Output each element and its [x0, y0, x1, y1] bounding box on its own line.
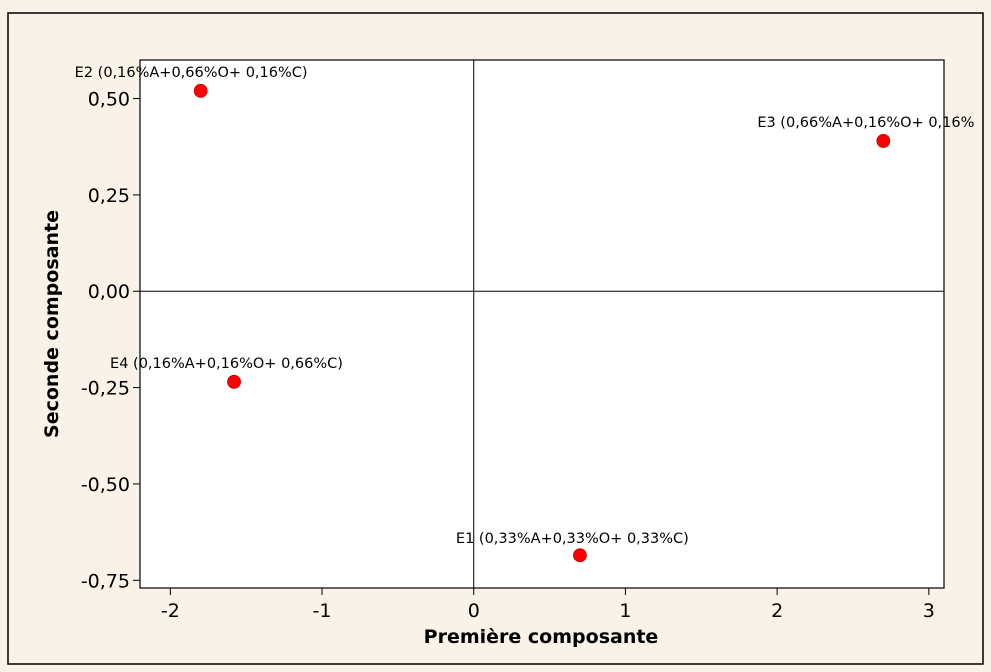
- data-point: [573, 548, 587, 563]
- point-label: E2 (0,16%A+0,66%O+ 0,16%C): [75, 65, 308, 81]
- x-tick-label: -2: [161, 600, 180, 622]
- data-point: [227, 374, 241, 389]
- x-axis-ticks: -2 -1 0 1 2 3: [161, 588, 935, 622]
- x-tick-label: -1: [313, 600, 332, 622]
- x-tick-label: 2: [771, 600, 783, 622]
- y-tick-label: -0,75: [81, 570, 130, 592]
- point-label: E3 (0,66%A+0,16%O+ 0,16%: [757, 115, 974, 131]
- point-label: E1 (0,33%A+0,33%O+ 0,33%C): [456, 531, 689, 547]
- plot-area: [139, 59, 945, 589]
- x-tick-label: 3: [923, 600, 935, 622]
- data-point: [876, 134, 891, 148]
- x-axis-title: Première composante: [424, 626, 659, 648]
- y-axis-title: Seconde composante: [41, 210, 63, 438]
- data-points: E1 (0,33%A+0,33%O+ 0,33%C) E2 (0,16%A+0,6…: [75, 65, 974, 563]
- y-axis-ticks: -0,75 -0,50 -0,25 0,00 0,25 0,50: [81, 89, 140, 592]
- y-tick-label: 0,00: [88, 281, 130, 303]
- point-label: E4 (0,16%A+0,16%O+ 0,66%C): [110, 356, 343, 372]
- data-point: [193, 83, 208, 98]
- figure-border: [7, 12, 984, 665]
- y-tick-label: -0,25: [81, 378, 130, 400]
- x-tick-label: 1: [619, 600, 631, 622]
- y-tick-label: -0,50: [81, 474, 130, 496]
- y-tick-label: 0,50: [88, 89, 130, 111]
- x-tick-label: 0: [468, 600, 480, 622]
- y-tick-label: 0,25: [88, 185, 130, 207]
